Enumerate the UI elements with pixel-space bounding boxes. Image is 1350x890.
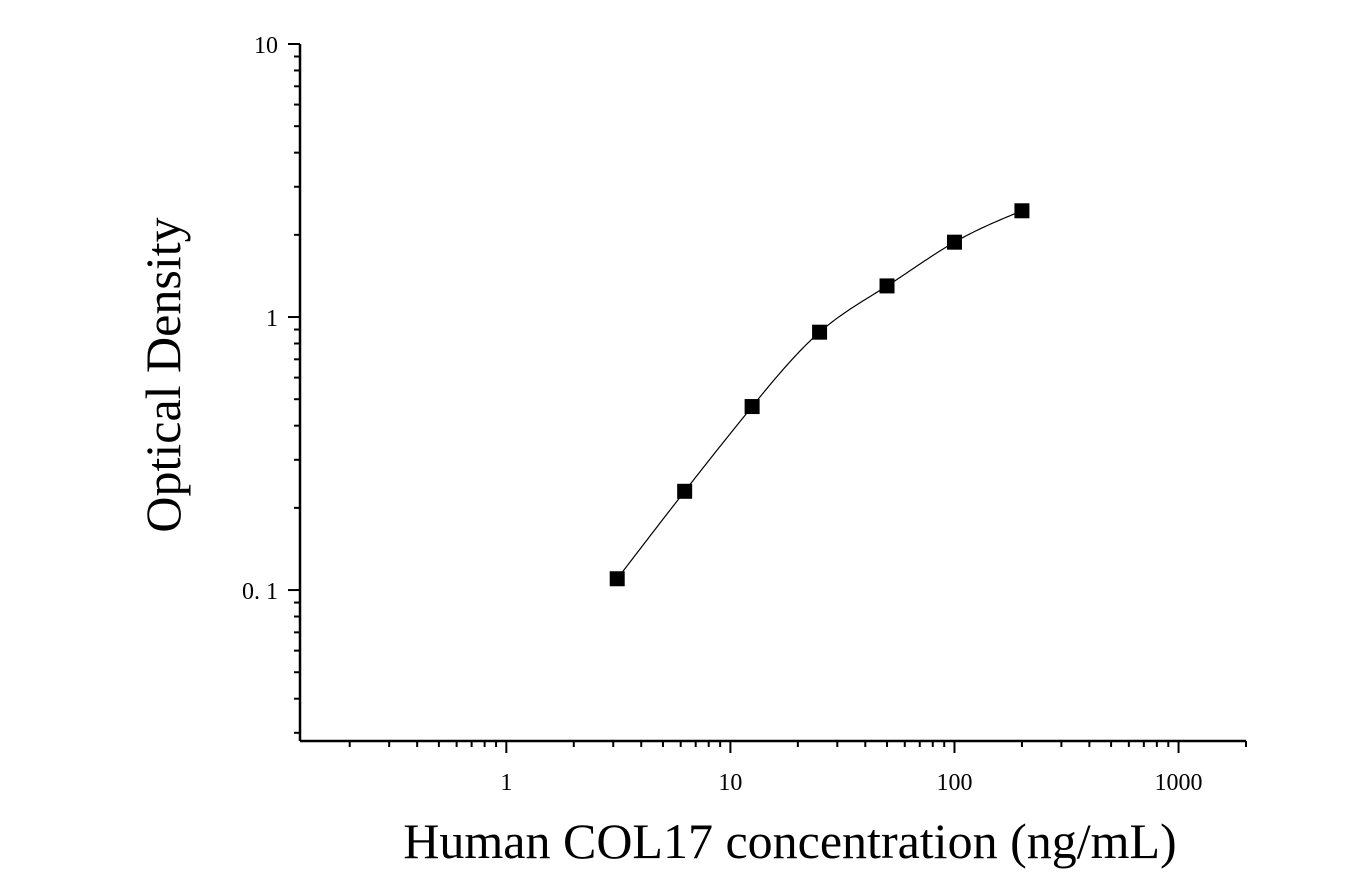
x-tick-label: 1000 bbox=[1155, 770, 1203, 796]
tick-marks bbox=[288, 43, 1247, 753]
data-point bbox=[677, 483, 693, 499]
data-point bbox=[946, 234, 962, 250]
axes bbox=[298, 44, 1246, 743]
y-tick-label: 1 bbox=[266, 306, 278, 332]
y-tick-label: 0. 1 bbox=[242, 579, 278, 605]
data-point bbox=[879, 278, 895, 294]
x-tick-label: 1 bbox=[500, 770, 512, 796]
x-axis-label: Human COL17 concentration (ng/mL) bbox=[403, 813, 1176, 869]
x-tick-label: 10 bbox=[718, 770, 742, 796]
data-point bbox=[812, 324, 828, 340]
tick-labels: 1 10 100 1000 0. 1 1 10 bbox=[242, 33, 1203, 796]
y-tick-label: 10 bbox=[254, 33, 278, 59]
fit-curve-group bbox=[616, 210, 1023, 580]
data-points bbox=[609, 203, 1030, 587]
data-point bbox=[744, 399, 760, 415]
y-axis-label: Optical Density bbox=[135, 217, 191, 532]
x-tick-label: 100 bbox=[936, 770, 972, 796]
data-point bbox=[609, 571, 625, 587]
data-point bbox=[1014, 203, 1030, 219]
fit-curve bbox=[616, 210, 1023, 580]
